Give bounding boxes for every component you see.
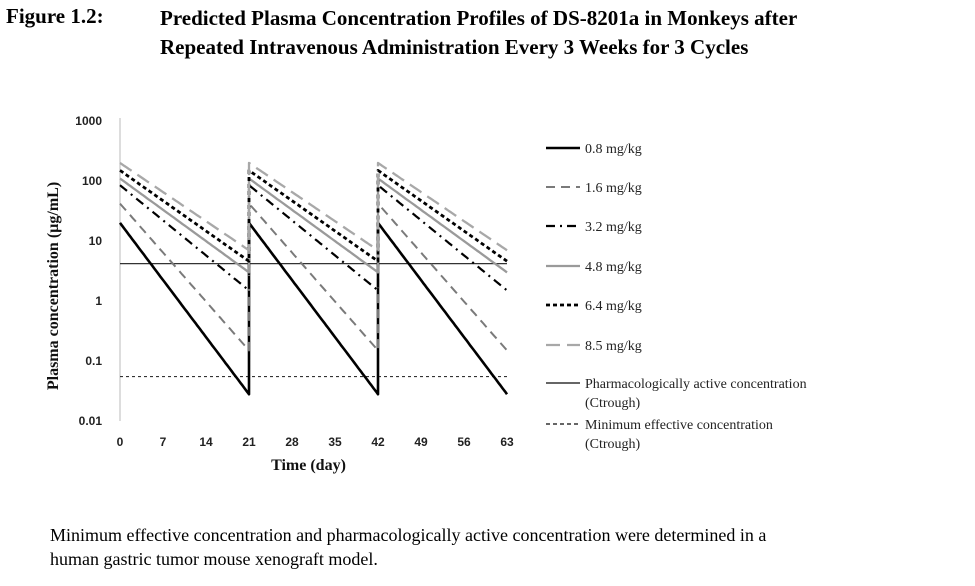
x-tick-label: 21 (242, 435, 256, 449)
series-line (119, 177, 508, 274)
figure-title-line1: Predicted Plasma Concentration Profiles … (160, 6, 798, 30)
x-tick-label: 63 (500, 435, 514, 449)
y-tick-label: 100 (82, 174, 102, 188)
x-tick-label: 42 (371, 435, 385, 449)
x-tick-label: 49 (414, 435, 428, 449)
series-line (119, 202, 508, 352)
y-tick-label: 1000 (75, 114, 102, 128)
legend-label: Minimum effective concentration (585, 418, 773, 433)
y-tick-label: 1 (95, 294, 102, 308)
series-line (119, 184, 508, 292)
figure-caption: Minimum effective concentration and phar… (50, 523, 950, 571)
legend-label: 4.8 mg/kg (585, 260, 642, 275)
tick-labels: 0 7 14 21 28 35 42 49 56 63 1000 100 10 1 0.1 0.01 (75, 114, 514, 449)
caption-line1: Minimum effective concentration and phar… (50, 525, 767, 545)
figure-label: Figure 1.2: (6, 4, 104, 28)
x-tick-label: 7 (160, 435, 167, 449)
y-tick-label: 0.01 (79, 414, 103, 428)
figure-title-line2: Repeated Intravenous Administration Ever… (160, 35, 749, 59)
concentration-chart: 0 7 14 21 28 35 42 49 56 63 1000 100 10 1 0.1 0.01 Time… (45, 114, 807, 474)
legend-label: 8.5 mg/kg (585, 339, 642, 354)
x-tick-label: 56 (457, 435, 471, 449)
legend-label: (Ctrough) (585, 396, 641, 411)
legend-label: (Ctrough) (585, 437, 641, 452)
caption-line2: human gastric tumor mouse xenograft mode… (50, 549, 378, 569)
x-tick-label: 28 (285, 435, 299, 449)
legend-label: 3.2 mg/kg (585, 220, 642, 235)
series-lines (118, 161, 509, 396)
series-line (119, 161, 508, 252)
x-tick-label: 35 (328, 435, 342, 449)
legend: 0.8 mg/kg 1.6 mg/kg 3.2 mg/kg 4.8 mg/kg 6.4 … (546, 142, 807, 452)
x-axis-title: Time (day) (271, 457, 346, 474)
legend-label: 6.4 mg/kg (585, 299, 642, 314)
series-line (118, 221, 509, 396)
y-tick-label: 0.1 (85, 354, 102, 368)
figure-title: Predicted Plasma Concentration Profiles … (160, 4, 960, 62)
reference-lines (120, 263, 507, 378)
legend-label: Pharmacologically active concentration (585, 377, 807, 392)
y-tick-label: 10 (89, 234, 103, 248)
series-line (119, 169, 508, 263)
x-tick-label: 14 (199, 435, 213, 449)
x-tick-label: 0 (117, 435, 124, 449)
legend-label: 1.6 mg/kg (585, 181, 642, 196)
y-axis-title: Plasma concentration (µg/mL) (45, 182, 62, 390)
legend-label: 0.8 mg/kg (585, 142, 642, 157)
